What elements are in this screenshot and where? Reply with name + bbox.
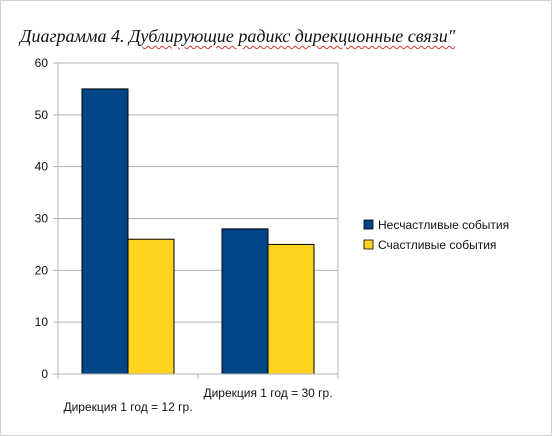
chart-title-main: Дублирующие радикс дирекционные связи" [128,26,456,46]
bars [81,88,315,375]
legend: Несчастливые события Счастливые события [363,218,509,252]
y-tick-labels: 0 10 20 30 40 50 60 [35,56,49,381]
x-tick-labels: Дирекция 1 год = 12 гр. Дирекция 1 год = … [63,386,332,414]
legend-swatch [363,219,374,230]
y-tick-label: 40 [35,160,49,174]
y-tick-label: 20 [35,263,49,277]
bar [221,228,269,375]
y-tick-label: 30 [35,212,49,226]
x-tick-label: Дирекция 1 год = 30 гр. [203,386,332,400]
chart-title: Диаграмма 4. Дублирующие радикс дирекцио… [20,26,550,47]
y-tick-label: 50 [35,108,49,122]
y-tick-label: 0 [41,367,48,381]
x-tick-label: Дирекция 1 год = 12 гр. [63,400,192,414]
legend-label: Счастливые события [378,238,496,252]
axes [53,62,339,379]
chart-title-prefix: Диаграмма 4. [20,26,129,46]
y-tick-label: 60 [35,56,49,70]
legend-label: Несчастливые события [378,218,509,232]
y-tick-label: 10 [35,315,49,329]
bar [267,243,315,375]
bar [127,238,175,375]
legend-swatch [363,239,374,250]
bar [81,88,129,375]
